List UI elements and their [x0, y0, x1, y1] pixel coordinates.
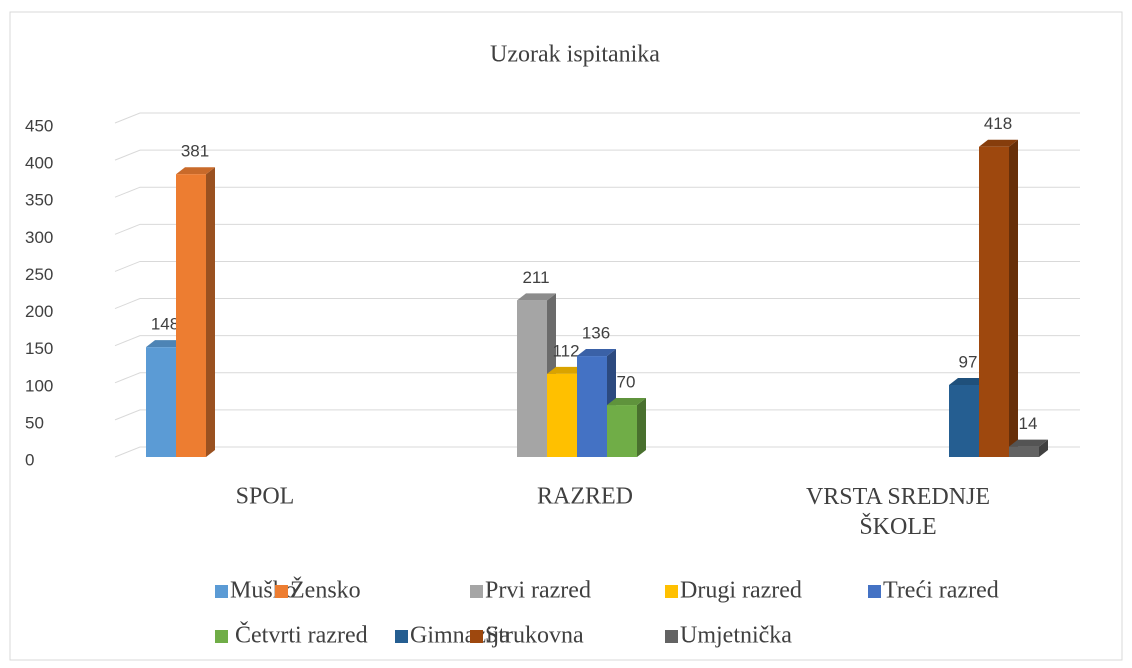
legend-swatch — [665, 630, 678, 643]
y-tick-label: 450 — [25, 116, 53, 135]
data-label: 70 — [617, 373, 636, 392]
x-tick-label-line: VRSTA SREDNJE — [806, 484, 990, 510]
grid-line — [114, 260, 1080, 272]
grid-line — [114, 112, 1080, 124]
legend-swatch — [665, 585, 678, 598]
data-label: 148 — [151, 315, 179, 334]
y-tick-label: 250 — [25, 265, 53, 284]
bar — [547, 373, 577, 457]
y-tick-label: 150 — [25, 339, 53, 358]
data-label: 136 — [582, 324, 610, 343]
legend-swatch — [470, 630, 483, 643]
y-tick-label: 200 — [25, 302, 53, 321]
grid-line — [114, 372, 1080, 384]
bar-top — [517, 293, 556, 301]
data-label: 381 — [181, 142, 209, 161]
legend-label: Žensko — [290, 578, 361, 604]
legend-swatch — [395, 630, 408, 643]
bar — [577, 356, 607, 457]
data-label: 112 — [552, 341, 579, 360]
legend-label: Strukovna — [485, 623, 584, 649]
bar-side — [1009, 139, 1018, 458]
bar — [146, 347, 176, 457]
legend-swatch — [215, 630, 228, 643]
bar — [1009, 446, 1039, 457]
bar-side — [1039, 439, 1048, 457]
grid-line — [114, 223, 1080, 235]
data-label: 14 — [1019, 414, 1038, 433]
grid-line — [114, 298, 1080, 310]
bar-top — [577, 349, 616, 357]
bar-top — [146, 340, 185, 348]
bar — [176, 174, 206, 458]
bar-side — [206, 167, 215, 458]
legend-label: Prvi razred — [485, 578, 591, 604]
legend-swatch — [275, 585, 288, 598]
x-tick-label-line: ŠKOLE — [859, 513, 936, 540]
legend-swatch — [215, 585, 228, 598]
y-tick-label: 350 — [25, 191, 53, 210]
y-tick-label: 100 — [25, 376, 53, 395]
legend-label: Treći razred — [883, 578, 999, 604]
y-tick-label: 300 — [25, 228, 53, 247]
legend-label: Drugi razred — [680, 578, 802, 604]
bar-top — [607, 398, 646, 406]
chart-title: Uzorak ispitanika — [490, 42, 660, 68]
x-tick-label: RAZRED — [537, 484, 633, 510]
data-label: 211 — [522, 268, 549, 287]
y-tick-label: 0 — [25, 450, 34, 469]
y-tick-label: 400 — [25, 154, 53, 173]
bar-top — [949, 378, 988, 386]
bar-top — [176, 167, 215, 175]
bar-top — [547, 366, 586, 374]
bar — [949, 385, 979, 457]
grid-line — [114, 409, 1080, 421]
data-label: 97 — [959, 352, 978, 371]
bar — [517, 300, 547, 457]
grid-line — [114, 446, 1080, 458]
legend-swatch — [868, 585, 881, 598]
x-tick-label: VRSTA SREDNJE ŠKOLE — [806, 484, 990, 540]
bar-side — [637, 398, 646, 457]
legend-label: Gimnazija — [410, 623, 510, 649]
data-label: 418 — [984, 114, 1012, 133]
y-tick-label: 50 — [25, 413, 44, 432]
legend-label: Umjetnička — [680, 623, 792, 649]
bar — [979, 146, 1009, 458]
legend-swatch — [470, 585, 483, 598]
grid-line — [114, 335, 1080, 347]
legend-label: Četvrti razred — [235, 622, 368, 649]
grid-line — [114, 149, 1080, 161]
bar-top — [1009, 439, 1048, 447]
bar — [607, 405, 637, 457]
x-tick-label: SPOL — [236, 484, 295, 510]
grid-line — [114, 186, 1080, 198]
bar-top — [979, 139, 1018, 147]
